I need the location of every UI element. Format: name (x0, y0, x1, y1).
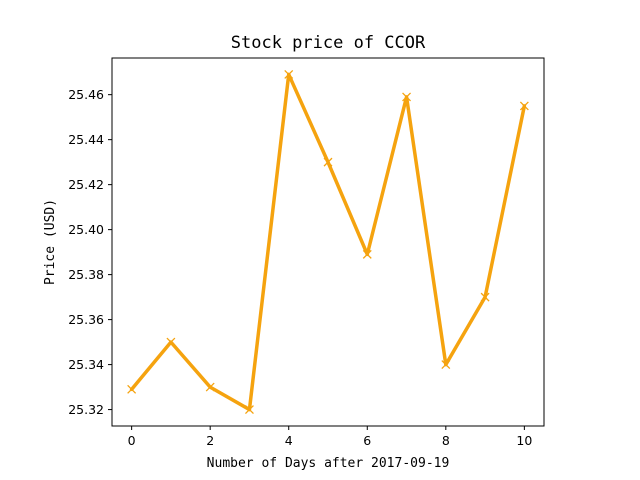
y-tick-label: 25.44 (68, 132, 104, 147)
data-point-marker (519, 101, 529, 111)
y-tick-label: 25.40 (68, 222, 104, 237)
y-tick-label: 25.38 (68, 267, 104, 282)
y-tick-label: 25.34 (68, 357, 104, 372)
y-axis: 25.32 25.34 25.36 25.38 25.40 25.42 25.44 25.46 (68, 87, 112, 417)
y-tick-label: 25.42 (68, 177, 104, 192)
y-tick-label: 25.32 (68, 402, 104, 417)
data-point-marker (402, 92, 412, 102)
x-tick-label: 2 (206, 433, 214, 448)
data-point-marker (441, 360, 451, 370)
chart-title: Stock price of CCOR (231, 33, 426, 53)
data-point-marker (480, 292, 490, 302)
x-tick-label: 0 (128, 433, 136, 448)
data-point-marker (362, 249, 372, 259)
data-point-marker (127, 384, 137, 394)
x-axis-label: Number of Days after 2017-09-19 (207, 456, 450, 471)
data-point-marker (205, 382, 215, 392)
x-axis: 0 2 4 6 8 10 (128, 426, 532, 448)
data-point-marker (166, 337, 176, 347)
y-tick-label: 25.46 (68, 87, 104, 102)
y-axis-label: Price (USD) (43, 199, 58, 285)
data-point-marker (284, 69, 294, 79)
x-tick-label: 4 (285, 433, 293, 448)
x-tick-label: 8 (442, 433, 450, 448)
y-tick-label: 25.36 (68, 312, 104, 327)
plot-area (127, 69, 529, 415)
data-point-marker (323, 157, 333, 167)
data-point-marker (244, 405, 254, 415)
plot-frame (111, 57, 545, 427)
x-tick-label: 6 (363, 433, 371, 448)
x-tick-label: 10 (516, 433, 532, 448)
